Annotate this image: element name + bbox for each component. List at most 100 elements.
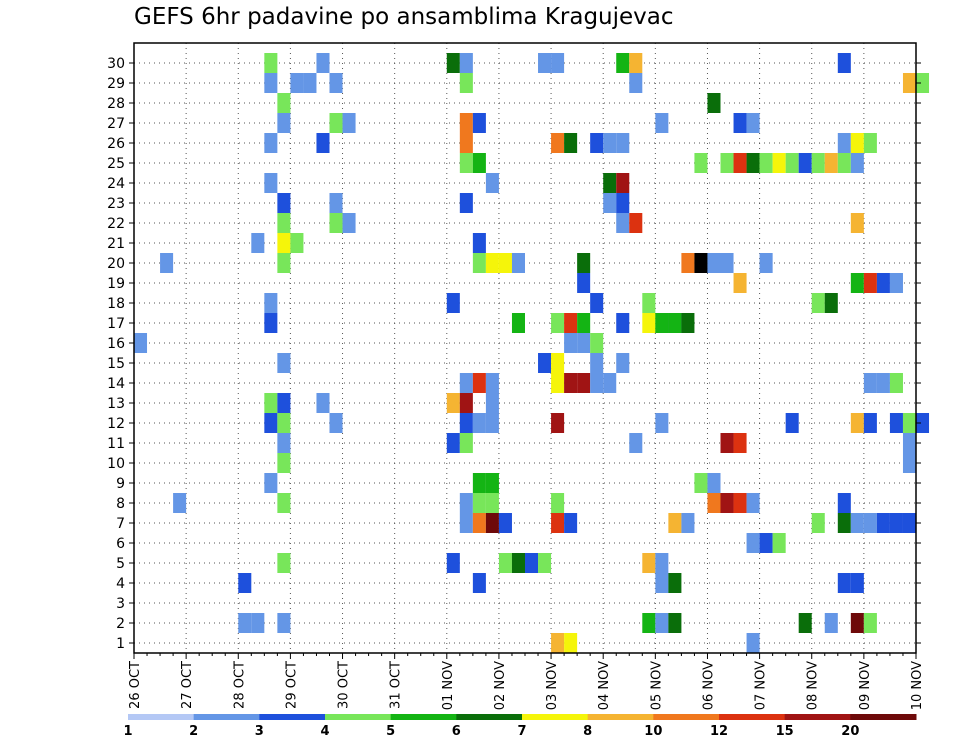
heatmap-cell <box>485 173 499 193</box>
heatmap-cell <box>316 133 330 153</box>
y-tick-label: 27 <box>107 116 125 132</box>
heatmap-cell <box>798 613 812 633</box>
y-tick-label: 13 <box>107 396 125 412</box>
colorbar-swatch <box>653 714 720 720</box>
x-tick-label: 04 NOV <box>597 661 612 710</box>
heatmap-cell <box>603 173 617 193</box>
x-tick-label: 02 NOV <box>493 661 508 710</box>
heatmap-cell <box>629 73 643 93</box>
y-tick-label: 6 <box>116 536 125 552</box>
heatmap-cell <box>785 413 799 433</box>
heatmap-cell <box>694 473 708 493</box>
colorbar-swatch <box>587 714 654 720</box>
heatmap-cell <box>564 513 578 533</box>
heatmap-cell <box>603 133 617 153</box>
heatmap-cell <box>577 273 591 293</box>
heatmap-cell <box>655 553 669 573</box>
heatmap-cell <box>876 273 890 293</box>
heatmap-cell <box>720 153 734 173</box>
heatmap-cell <box>485 373 499 393</box>
heatmap-cell <box>459 513 473 533</box>
heatmap-cell <box>277 433 291 453</box>
heatmap-cell <box>485 513 499 533</box>
heatmap-cell <box>850 573 864 593</box>
heatmap-cell <box>837 573 851 593</box>
heatmap-cell <box>564 133 578 153</box>
heatmap-cell <box>694 153 708 173</box>
heatmap-cell <box>316 393 330 413</box>
heatmap-cell <box>329 413 343 433</box>
y-tick-label: 4 <box>116 576 125 592</box>
heatmap-cell <box>134 333 148 353</box>
heatmap-cell <box>889 413 903 433</box>
heatmap-cell <box>525 553 539 573</box>
heatmap-cell <box>759 533 773 553</box>
y-tick-label: 15 <box>107 356 125 372</box>
y-tick-label: 29 <box>107 76 125 92</box>
heatmap-cell <box>511 553 525 573</box>
colorbar-label: 4 <box>320 724 329 739</box>
y-tick-label: 30 <box>107 56 125 72</box>
heatmap-cell <box>850 613 864 633</box>
colorbar-swatch <box>784 714 851 720</box>
heatmap-cell <box>459 393 473 413</box>
colorbar-swatch <box>325 714 392 720</box>
heatmap-cell <box>916 73 930 93</box>
heatmap-cell <box>277 213 291 233</box>
colorbar-label: 7 <box>517 724 526 739</box>
heatmap-cell <box>811 153 825 173</box>
heatmap-cell <box>459 373 473 393</box>
heatmap-cell <box>277 493 291 513</box>
y-tick-label: 22 <box>107 216 125 232</box>
heatmap-cell <box>329 73 343 93</box>
y-tick-label: 14 <box>107 376 125 392</box>
heatmap-cell <box>264 413 278 433</box>
heatmap-cell <box>616 133 630 153</box>
colorbar-label: 5 <box>386 724 395 739</box>
heatmap-cell <box>538 553 552 573</box>
heatmap-cell <box>902 433 916 453</box>
heatmap-cell <box>551 353 565 373</box>
heatmap-cell <box>850 273 864 293</box>
heatmap-cell <box>277 393 291 413</box>
heatmap-cell <box>551 513 565 533</box>
heatmap-cell <box>538 353 552 373</box>
heatmap-cell <box>498 513 512 533</box>
heatmap-cell <box>824 293 838 313</box>
heatmap-cell <box>551 413 565 433</box>
heatmap-cell <box>577 333 591 353</box>
heatmap-cell <box>459 153 473 173</box>
heatmap-cell <box>785 153 799 173</box>
x-tick-label: 03 NOV <box>545 661 560 710</box>
heatmap-cell <box>472 113 486 133</box>
heatmap-cell <box>472 513 486 533</box>
heatmap-cell <box>277 93 291 113</box>
heatmap-cell <box>264 293 278 313</box>
heatmap-cell <box>772 153 786 173</box>
heatmap-cell <box>551 373 565 393</box>
heatmap-cell <box>564 313 578 333</box>
heatmap-cell <box>173 493 187 513</box>
heatmap-cell <box>564 333 578 353</box>
x-tick-label: 27 OCT <box>180 661 195 709</box>
heatmap-cell <box>863 413 877 433</box>
heatmap-cell <box>642 553 656 573</box>
heatmap-cell <box>472 233 486 253</box>
heatmap-cell <box>707 473 721 493</box>
heatmap-cell <box>694 253 708 273</box>
heatmap-cell <box>329 113 343 133</box>
heatmap-cell <box>290 233 304 253</box>
colorbar-swatch <box>390 714 457 720</box>
colorbar-label: 2 <box>189 724 198 739</box>
heatmap-cell <box>264 473 278 493</box>
y-tick-label: 20 <box>107 256 125 272</box>
heatmap-cell <box>837 513 851 533</box>
heatmap-cell <box>472 413 486 433</box>
heatmap-cell <box>811 293 825 313</box>
heatmap-cell <box>733 153 747 173</box>
y-tick-label: 7 <box>116 516 125 532</box>
heatmap-cell <box>277 353 291 373</box>
heatmap-cell <box>264 173 278 193</box>
y-tick-label: 18 <box>107 296 125 312</box>
